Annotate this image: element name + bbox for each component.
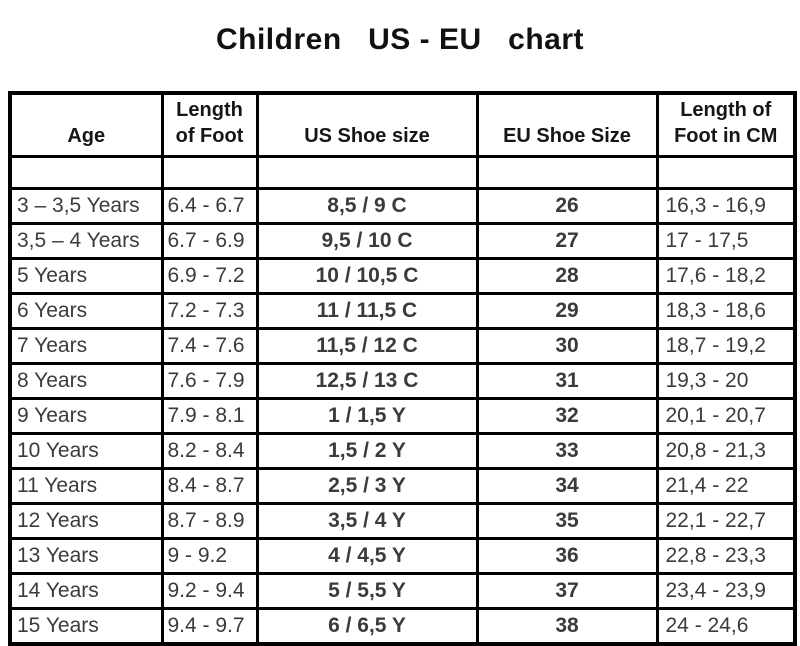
cell-length-of-foot-cm: 20,1 - 20,7 [655,397,797,435]
table-row: 15 Years 9.4 - 9.7 6 / 6,5 Y 38 24 - 24,… [8,607,797,646]
table-row: 11 Years 8.4 - 8.7 2,5 / 3 Y 34 21,4 - 2… [8,467,797,505]
table-row: 3,5 – 4 Years 6.7 - 6.9 9,5 / 10 C 27 17… [8,222,797,260]
cell-eu-shoe-size: 35 [475,502,659,540]
table-row: 10 Years 8.2 - 8.4 1,5 / 2 Y 33 20,8 - 2… [8,432,797,470]
col-header-eu-shoe-size: EU Shoe Size [475,91,659,158]
cell-length-of-foot-cm: 22,1 - 22,7 [655,502,797,540]
cell-us-shoe-size: 1,5 / 2 Y [255,432,479,470]
cell-us-shoe-size: 11,5 / 12 C [255,327,479,365]
cell-length-of-foot-cm: 17,6 - 18,2 [655,257,797,295]
cell-eu-shoe-size: 28 [475,257,659,295]
cell-age: 3,5 – 4 Years [8,222,164,260]
cell-length-of-foot: 7.2 - 7.3 [160,292,259,330]
table-body: 3 – 3,5 Years 6.4 - 6.7 8,5 / 9 C 26 16,… [8,155,797,646]
cell-length-of-foot-cm: 18,3 - 18,6 [655,292,797,330]
cell-eu-shoe-size: 30 [475,327,659,365]
table-row: 13 Years 9 - 9.2 4 / 4,5 Y 36 22,8 - 23,… [8,537,797,575]
cell-age: 13 Years [8,537,164,575]
cell-length-of-foot: 7.9 - 8.1 [160,397,259,435]
spacer-cell [8,155,164,190]
cell-length-of-foot-cm: 16,3 - 16,9 [655,187,797,225]
cell-length-of-foot-cm: 20,8 - 21,3 [655,432,797,470]
cell-length-of-foot: 6.4 - 6.7 [160,187,259,225]
cell-us-shoe-size: 4 / 4,5 Y [255,537,479,575]
cell-length-of-foot: 7.6 - 7.9 [160,362,259,400]
cell-us-shoe-size: 3,5 / 4 Y [255,502,479,540]
cell-eu-shoe-size: 26 [475,187,659,225]
cell-eu-shoe-size: 36 [475,537,659,575]
cell-eu-shoe-size: 31 [475,362,659,400]
spacer-cell [255,155,479,190]
cell-eu-shoe-size: 32 [475,397,659,435]
table-row: 5 Years 6.9 - 7.2 10 / 10,5 C 28 17,6 - … [8,257,797,295]
cell-length-of-foot-cm: 21,4 - 22 [655,467,797,505]
size-chart-table: Age Length of Foot US Shoe size EU Shoe … [8,91,797,646]
col-header-length-of-foot-cm: Length of Foot in CM [655,91,797,158]
spacer-cell [475,155,659,190]
table-row: 3 – 3,5 Years 6.4 - 6.7 8,5 / 9 C 26 16,… [8,187,797,225]
cell-length-of-foot: 7.4 - 7.6 [160,327,259,365]
cell-length-of-foot: 9 - 9.2 [160,537,259,575]
cell-eu-shoe-size: 29 [475,292,659,330]
cell-length-of-foot-cm: 17 - 17,5 [655,222,797,260]
cell-us-shoe-size: 11 / 11,5 C [255,292,479,330]
cell-age: 6 Years [8,292,164,330]
header-row: Age Length of Foot US Shoe size EU Shoe … [8,91,797,158]
cell-us-shoe-size: 8,5 / 9 C [255,187,479,225]
cell-length-of-foot-cm: 22,8 - 23,3 [655,537,797,575]
cell-us-shoe-size: 5 / 5,5 Y [255,572,479,610]
cell-eu-shoe-size: 37 [475,572,659,610]
table-row: 12 Years 8.7 - 8.9 3,5 / 4 Y 35 22,1 - 2… [8,502,797,540]
cell-eu-shoe-size: 33 [475,432,659,470]
cell-us-shoe-size: 10 / 10,5 C [255,257,479,295]
cell-age: 11 Years [8,467,164,505]
page-title: Children US - EU chart [215,23,585,56]
cell-length-of-foot-cm: 23,4 - 23,9 [655,572,797,610]
table-row: 7 Years 7.4 - 7.6 11,5 / 12 C 30 18,7 - … [8,327,797,365]
table-row: 9 Years 7.9 - 8.1 1 / 1,5 Y 32 20,1 - 20… [8,397,797,435]
cell-us-shoe-size: 9,5 / 10 C [255,222,479,260]
cell-eu-shoe-size: 27 [475,222,659,260]
spacer-cell [160,155,259,190]
cell-age: 14 Years [8,572,164,610]
table-row: 6 Years 7.2 - 7.3 11 / 11,5 C 29 18,3 - … [8,292,797,330]
cell-length-of-foot: 6.7 - 6.9 [160,222,259,260]
col-header-us-shoe-size: US Shoe size [255,91,479,158]
cell-eu-shoe-size: 34 [475,467,659,505]
cell-length-of-foot: 8.4 - 8.7 [160,467,259,505]
cell-us-shoe-size: 1 / 1,5 Y [255,397,479,435]
cell-length-of-foot: 6.9 - 7.2 [160,257,259,295]
spacer-cell [655,155,797,190]
col-header-length-of-foot: Length of Foot [160,91,259,158]
col-header-age: Age [8,91,164,158]
cell-age: 5 Years [8,257,164,295]
cell-age: 7 Years [8,327,164,365]
cell-length-of-foot-cm: 18,7 - 19,2 [655,327,797,365]
cell-age: 10 Years [8,432,164,470]
cell-age: 8 Years [8,362,164,400]
table-row: 8 Years 7.6 - 7.9 12,5 / 13 C 31 19,3 - … [8,362,797,400]
cell-age: 12 Years [8,502,164,540]
cell-length-of-foot-cm: 19,3 - 20 [655,362,797,400]
cell-length-of-foot: 8.2 - 8.4 [160,432,259,470]
spacer-row [8,155,797,190]
cell-us-shoe-size: 2,5 / 3 Y [255,467,479,505]
cell-age: 3 – 3,5 Years [8,187,164,225]
cell-us-shoe-size: 12,5 / 13 C [255,362,479,400]
cell-length-of-foot: 8.7 - 8.9 [160,502,259,540]
table-row: 14 Years 9.2 - 9.4 5 / 5,5 Y 37 23,4 - 2… [8,572,797,610]
cell-age: 9 Years [8,397,164,435]
cell-length-of-foot: 9.2 - 9.4 [160,572,259,610]
